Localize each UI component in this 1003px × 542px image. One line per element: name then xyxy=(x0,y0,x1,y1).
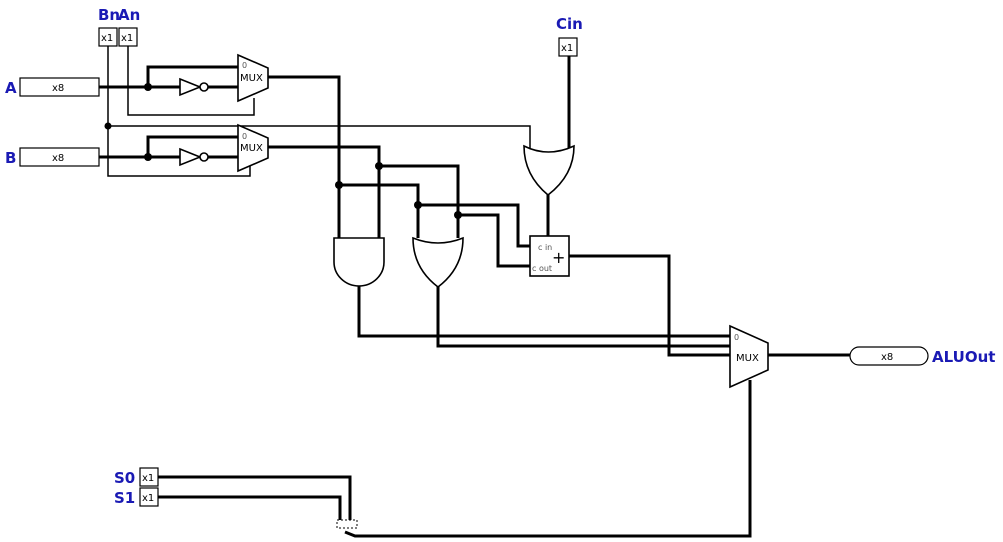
pin-s0-label: S0 xyxy=(114,469,135,487)
wire-adder-out xyxy=(569,254,730,357)
svg-text:0: 0 xyxy=(734,333,739,342)
wire-mux-a-out xyxy=(268,75,341,185)
pin-s1-label: S1 xyxy=(114,489,135,507)
pin-cin-label: Cin xyxy=(556,15,583,33)
wire-not-b-to-mux xyxy=(208,155,242,165)
svg-text:x1: x1 xyxy=(142,473,154,484)
pin-a[interactable]: A x8 xyxy=(5,77,100,97)
wire-s0 xyxy=(158,475,352,522)
wire-not-a-to-mux xyxy=(208,85,242,95)
wire-select-out xyxy=(344,380,752,538)
junction-dot xyxy=(454,211,462,219)
svg-text:c in: c in xyxy=(538,243,552,252)
wire-mux-b-out xyxy=(268,145,381,238)
svg-text:+: + xyxy=(552,248,565,267)
pin-b[interactable]: B x8 xyxy=(5,147,100,167)
wire-bn-select xyxy=(107,46,251,177)
wire-a-to-mux xyxy=(99,65,242,89)
pin-aluout[interactable]: x8 ALUOut xyxy=(849,346,995,366)
wire-and-out xyxy=(357,285,730,338)
wire-or-out xyxy=(436,285,730,348)
junction-dot xyxy=(375,162,383,170)
svg-text:x8: x8 xyxy=(881,352,893,363)
or-gate-carry[interactable] xyxy=(523,144,575,197)
pin-bn[interactable]: x1 Bn xyxy=(98,6,120,47)
mux-output[interactable]: 0 MUX xyxy=(729,324,769,389)
pin-bn-label: Bn xyxy=(98,6,120,24)
adder[interactable]: c in c out + xyxy=(529,235,570,277)
not-gate-b[interactable] xyxy=(179,147,209,167)
pin-s1[interactable]: S1 x1 xyxy=(114,487,159,507)
wire-a-to-adder xyxy=(418,203,530,248)
svg-text:MUX: MUX xyxy=(240,73,263,84)
svg-text:c out: c out xyxy=(532,264,552,273)
svg-text:x1: x1 xyxy=(101,33,113,44)
svg-text:x1: x1 xyxy=(142,493,154,504)
svg-text:MUX: MUX xyxy=(736,353,759,364)
junction-dot xyxy=(144,83,152,91)
and-gate[interactable] xyxy=(333,237,385,287)
wire-an-select xyxy=(127,46,255,116)
junctions xyxy=(104,83,462,219)
svg-text:0: 0 xyxy=(242,61,247,70)
svg-text:x1: x1 xyxy=(121,33,133,44)
wire-s1 xyxy=(158,495,342,522)
pin-aluout-label: ALUOut xyxy=(932,348,995,366)
pin-b-label: B xyxy=(5,149,16,167)
junction-dot xyxy=(144,153,152,161)
svg-text:0: 0 xyxy=(242,132,247,141)
or-gate[interactable] xyxy=(412,236,464,289)
pin-an-label: An xyxy=(118,6,140,24)
svg-text:x1: x1 xyxy=(561,43,573,54)
pin-a-label: A xyxy=(5,79,17,97)
splitter[interactable] xyxy=(336,519,358,529)
pin-s0[interactable]: S0 x1 xyxy=(114,467,159,487)
wire-b-to-mux xyxy=(99,135,242,159)
not-gate-a[interactable] xyxy=(179,77,209,97)
pin-cin[interactable]: Cin x1 xyxy=(556,15,583,57)
mux-a[interactable]: 0 MUX xyxy=(237,53,269,103)
svg-text:x8: x8 xyxy=(52,153,64,164)
wires xyxy=(99,46,850,538)
wire-a-to-or xyxy=(339,183,420,238)
junction-dot xyxy=(104,122,112,130)
junction-dot xyxy=(414,201,422,209)
wire-b-to-adder xyxy=(458,213,530,268)
junction-dot xyxy=(335,181,343,189)
pin-an[interactable]: x1 An xyxy=(118,6,140,47)
mux-b[interactable]: 0 MUX xyxy=(237,123,269,173)
wire-bn-to-or xyxy=(108,125,531,150)
svg-text:MUX: MUX xyxy=(240,143,263,154)
svg-text:x8: x8 xyxy=(52,83,64,94)
